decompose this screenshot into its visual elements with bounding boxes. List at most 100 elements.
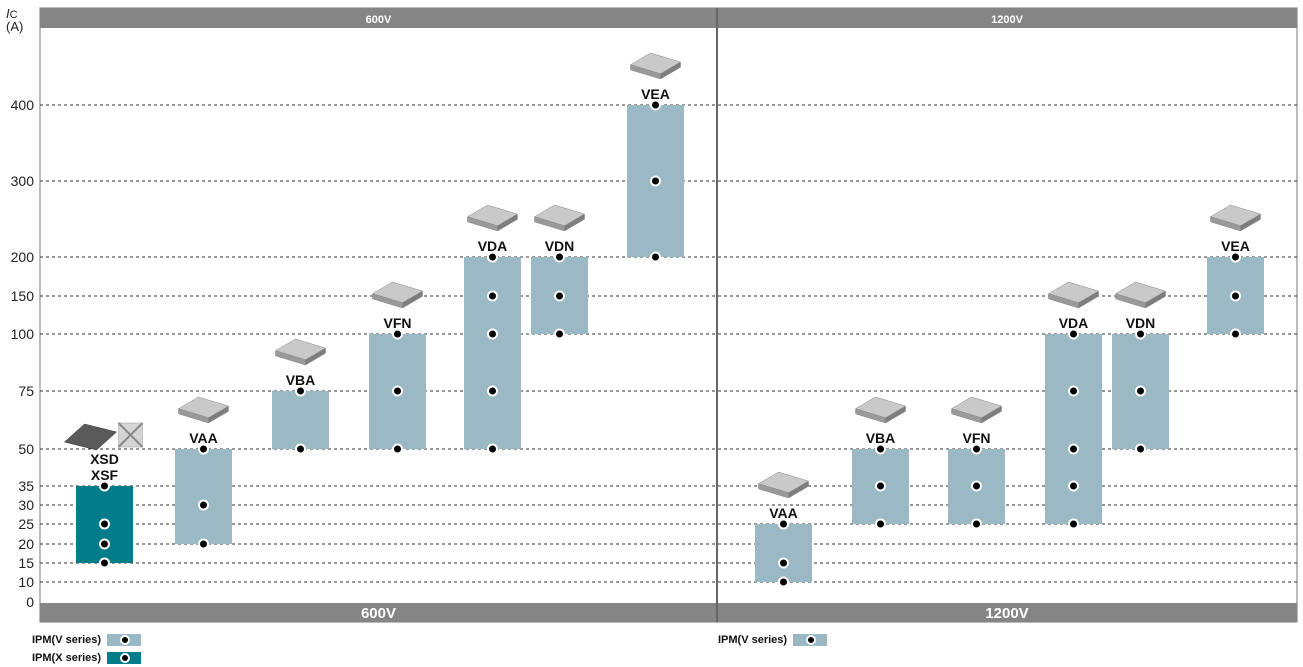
legend-swatch-v <box>107 634 142 646</box>
product-label: VAA <box>769 505 798 521</box>
rating-point <box>1068 518 1079 530</box>
product-label: VBA <box>286 372 316 388</box>
rating-point <box>99 538 110 550</box>
section-header-band <box>717 8 1297 28</box>
product-label: VDA <box>478 238 508 254</box>
rating-point <box>99 557 110 569</box>
module-image <box>950 396 1003 424</box>
legend-dot-icon <box>120 635 131 645</box>
y-tick-label: 0 <box>26 594 34 610</box>
y-tick-label: 35 <box>18 478 34 494</box>
chart-svg: 0 10 15 20 25 30 35 50 75 100 150 200 300 400 600V 600V… <box>11 7 1298 623</box>
y-tick-label: 100 <box>11 326 35 342</box>
rating-point <box>392 385 403 397</box>
rating-point <box>1068 443 1079 455</box>
module-image <box>274 338 327 366</box>
product-label: VEA <box>641 86 670 102</box>
rating-point <box>99 480 110 492</box>
module-image <box>1114 281 1167 309</box>
module-image <box>466 204 519 232</box>
legend-dot-icon <box>806 635 817 645</box>
module-image <box>854 396 907 424</box>
module-image <box>629 52 682 80</box>
module-image <box>177 396 230 424</box>
legend-swatch-x <box>107 652 142 664</box>
legend-item-v-series-600: IPM(V series) <box>32 634 142 646</box>
rating-point <box>1230 328 1241 340</box>
product-label: VDA <box>1059 315 1089 331</box>
y-axis-title: IC (A) <box>6 6 24 34</box>
rating-point <box>1068 480 1079 492</box>
rating-point <box>487 290 498 302</box>
rating-point <box>392 443 403 455</box>
y-tick-label: 200 <box>11 249 35 265</box>
rating-point <box>778 576 789 588</box>
rating-point <box>392 328 403 340</box>
rating-point <box>487 251 498 263</box>
rating-point <box>650 251 661 263</box>
y-axis-unit: (A) <box>6 19 24 34</box>
y-tick-label: 15 <box>18 555 34 571</box>
rating-point <box>554 328 565 340</box>
legend-item-x-series-600: IPM(X series) <box>32 652 142 664</box>
section-footer-band <box>717 603 1297 622</box>
rating-point <box>971 518 982 530</box>
module-image <box>117 422 144 448</box>
product-label: VAA <box>189 430 218 446</box>
rating-point <box>1135 328 1146 340</box>
rating-point <box>971 480 982 492</box>
rating-point <box>487 443 498 455</box>
rating-point <box>650 99 661 111</box>
section-header-label: 600V <box>366 14 392 26</box>
rating-point <box>971 443 982 455</box>
rating-point <box>1068 328 1079 340</box>
rating-point <box>295 443 306 455</box>
section-header-label: 1200V <box>991 14 1023 26</box>
module-image <box>63 423 118 451</box>
y-tick-label: 300 <box>11 173 35 189</box>
rating-point <box>99 518 110 530</box>
y-axis-symbol: I <box>6 6 10 21</box>
rating-point <box>554 251 565 263</box>
rating-point <box>198 443 209 455</box>
rating-point <box>487 385 498 397</box>
product-label: XSF <box>91 467 119 483</box>
range-bar <box>464 257 521 449</box>
product-label: VDN <box>545 238 575 254</box>
legend-swatch-v <box>793 634 828 646</box>
y-tick-label: 10 <box>18 574 34 590</box>
module-image <box>533 204 586 232</box>
section-footer-label: 1200V <box>985 605 1028 622</box>
product-label: VFN <box>384 315 412 331</box>
module-image <box>1047 281 1100 309</box>
rating-point <box>295 385 306 397</box>
y-tick-label: 30 <box>18 497 34 513</box>
section-footer-label: 600V <box>361 605 396 622</box>
legend-item-v-series-1200: IPM(V series) <box>718 634 828 646</box>
product-label: VBA <box>866 430 896 446</box>
module-image <box>1209 204 1262 232</box>
rating-point <box>778 518 789 530</box>
section-footer-band <box>40 603 717 622</box>
legend-dot-icon <box>120 653 131 663</box>
y-axis-subscript: C <box>9 9 18 21</box>
product-label: XSD <box>90 451 119 467</box>
range-bar <box>1045 334 1102 524</box>
y-tick-label: 25 <box>18 516 34 532</box>
y-tick-label: 20 <box>18 536 34 552</box>
rating-point <box>198 499 209 511</box>
rating-point <box>875 480 886 492</box>
rating-point <box>1135 385 1146 397</box>
rating-point <box>875 443 886 455</box>
rating-point <box>875 518 886 530</box>
legend-label: IPM(V series) <box>718 634 788 646</box>
rating-point <box>487 328 498 340</box>
module-image <box>757 471 810 499</box>
rating-point <box>1230 251 1241 263</box>
rating-point <box>198 538 209 550</box>
legend-label: IPM(X series) <box>32 652 102 664</box>
range-bar <box>755 524 812 582</box>
rating-point <box>1135 443 1146 455</box>
rating-point <box>1068 385 1079 397</box>
y-tick-label: 75 <box>18 383 34 399</box>
